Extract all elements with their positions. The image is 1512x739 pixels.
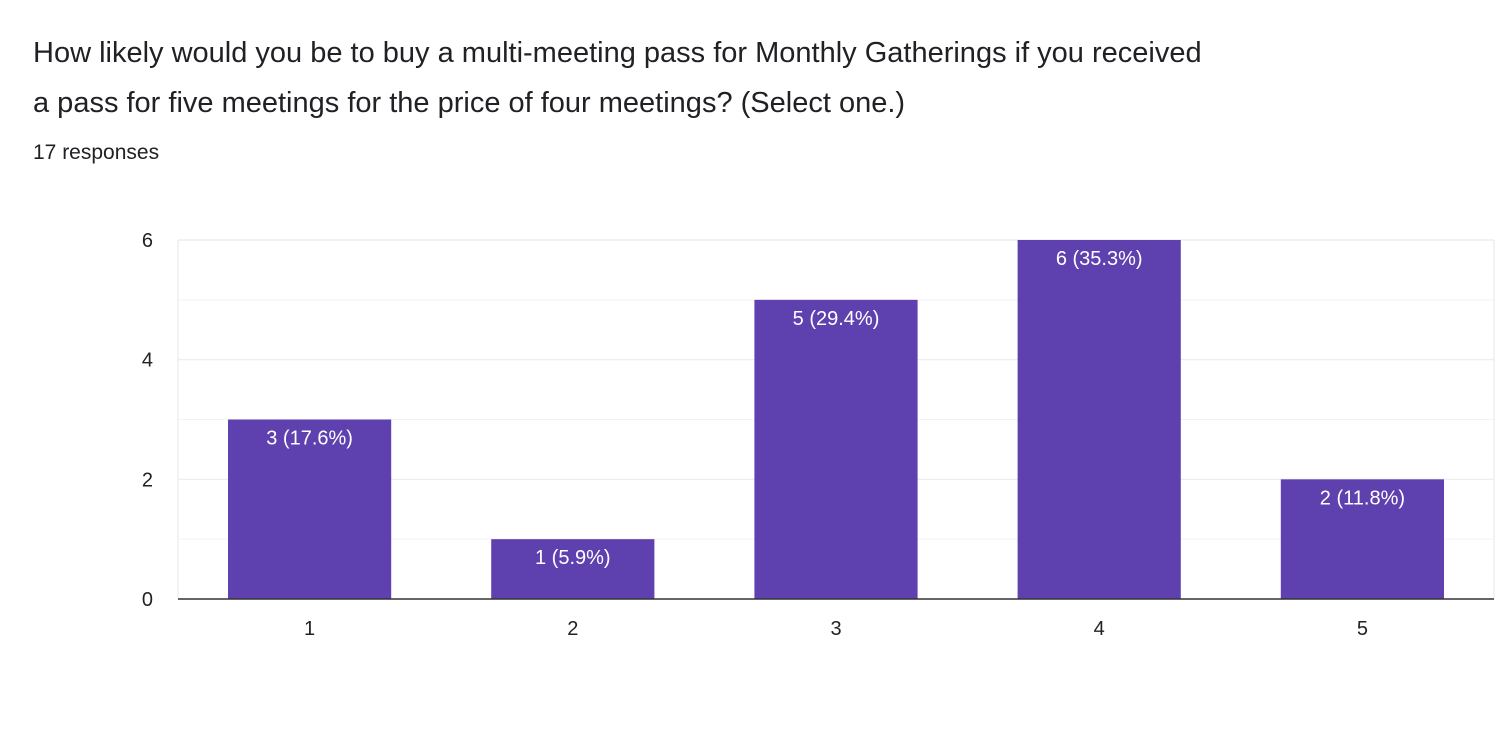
y-tick-label: 0 <box>142 589 153 611</box>
question-title: How likely would you be to buy a multi-m… <box>33 37 1202 119</box>
bar-5 <box>1280 479 1444 599</box>
x-tick-label: 2 <box>567 618 578 640</box>
y-tick-label: 2 <box>142 469 153 491</box>
x-tick-label: 3 <box>830 618 841 640</box>
y-tick-label: 4 <box>142 350 153 372</box>
bar-value-label: 6 (35.3%) <box>1056 248 1143 270</box>
bar-value-label: 2 (11.8%) <box>1320 487 1405 509</box>
x-tick-label: 4 <box>1094 618 1105 640</box>
bar-4 <box>1017 240 1181 599</box>
bar-3 <box>754 299 918 599</box>
bar-value-label: 3 (17.6%) <box>266 428 353 450</box>
x-tick-label: 5 <box>1357 618 1368 640</box>
bar-1 <box>228 419 392 599</box>
response-count: 17 responses <box>33 141 160 164</box>
y-tick-label: 6 <box>142 230 153 252</box>
bar-value-label: 1 (5.9%) <box>535 547 611 569</box>
x-tick-label: 1 <box>304 618 315 640</box>
bar-2 <box>491 539 655 599</box>
bar-value-label: 5 (29.4%) <box>793 308 880 330</box>
